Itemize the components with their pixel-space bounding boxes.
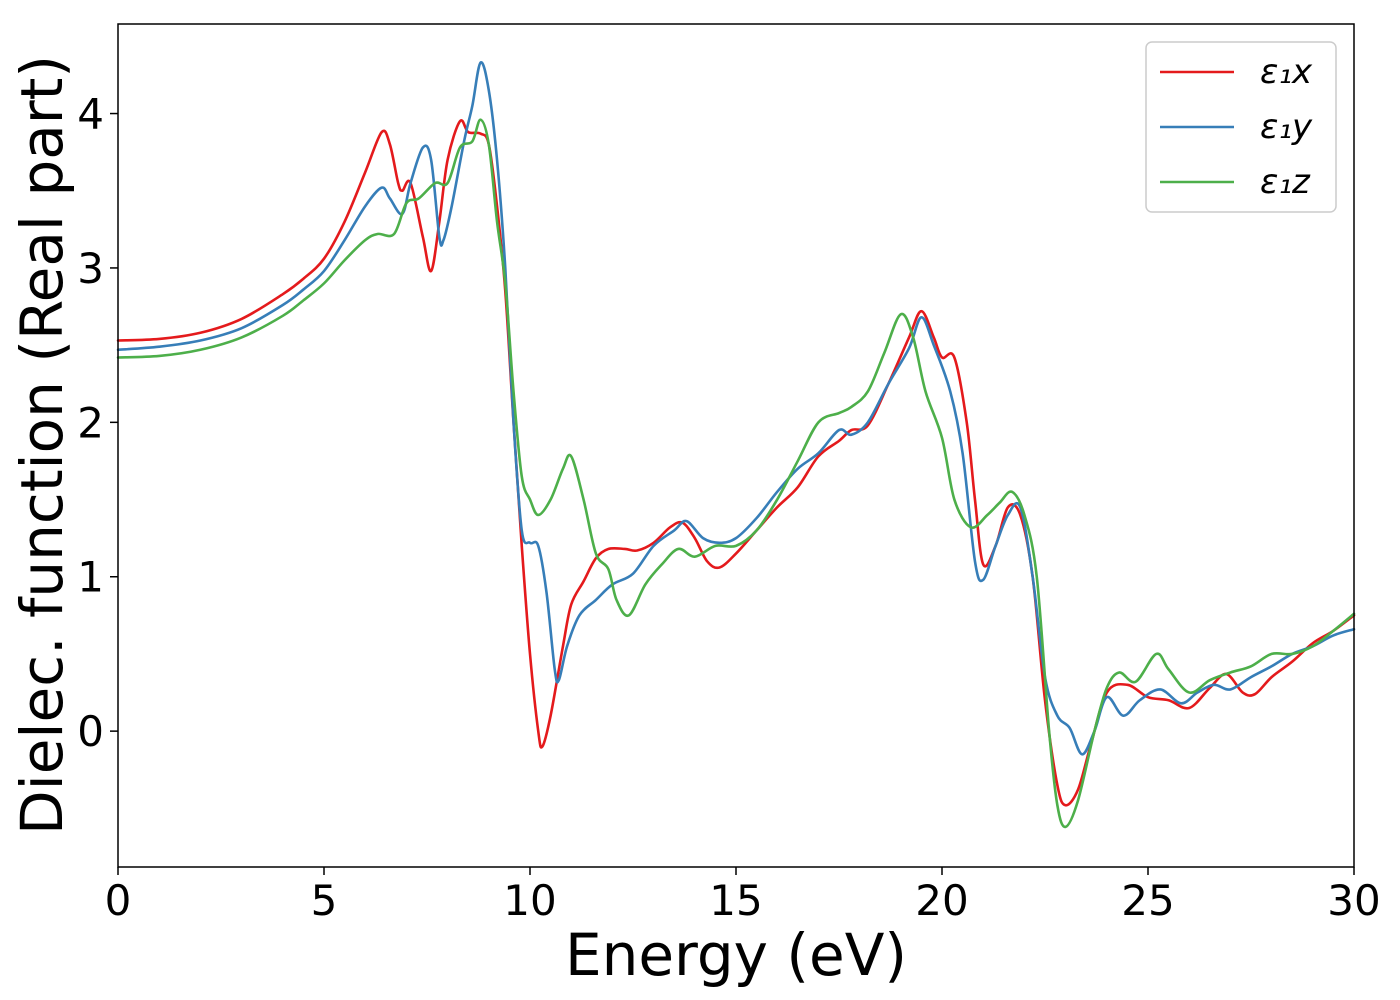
legend: ε₁x ε₁y ε₁z [1145, 41, 1337, 213]
legend-box [1145, 41, 1337, 213]
legend-label-1: ε₁y [1260, 107, 1313, 147]
x-tick-label: 30 [1327, 876, 1380, 925]
x-tick-label: 0 [105, 876, 132, 925]
x-tick-label: 5 [311, 876, 338, 925]
x-tick-label: 20 [915, 876, 968, 925]
y-axis-title: Dielec. function (Real part) [8, 55, 76, 835]
x-axis-title: Energy (eV) [565, 921, 907, 989]
legend-label-0: ε₁x [1260, 52, 1313, 92]
x-axis-ticks: 0 5 10 15 20 25 30 [105, 867, 1381, 925]
y-tick-label: 2 [77, 398, 104, 447]
y-tick-label: 1 [77, 553, 104, 602]
y-axis-ticks: 0 1 2 3 4 [77, 90, 118, 756]
x-tick-label: 15 [709, 876, 762, 925]
series-layer [116, 61, 1356, 829]
series-line-2 [116, 118, 1356, 829]
x-tick-label: 25 [1121, 876, 1174, 925]
y-tick-label: 3 [77, 244, 104, 293]
y-tick-label: 0 [77, 707, 104, 756]
y-tick-label: 4 [77, 90, 104, 139]
legend-label-2: ε₁z [1260, 162, 1311, 202]
x-tick-label: 10 [503, 876, 556, 925]
